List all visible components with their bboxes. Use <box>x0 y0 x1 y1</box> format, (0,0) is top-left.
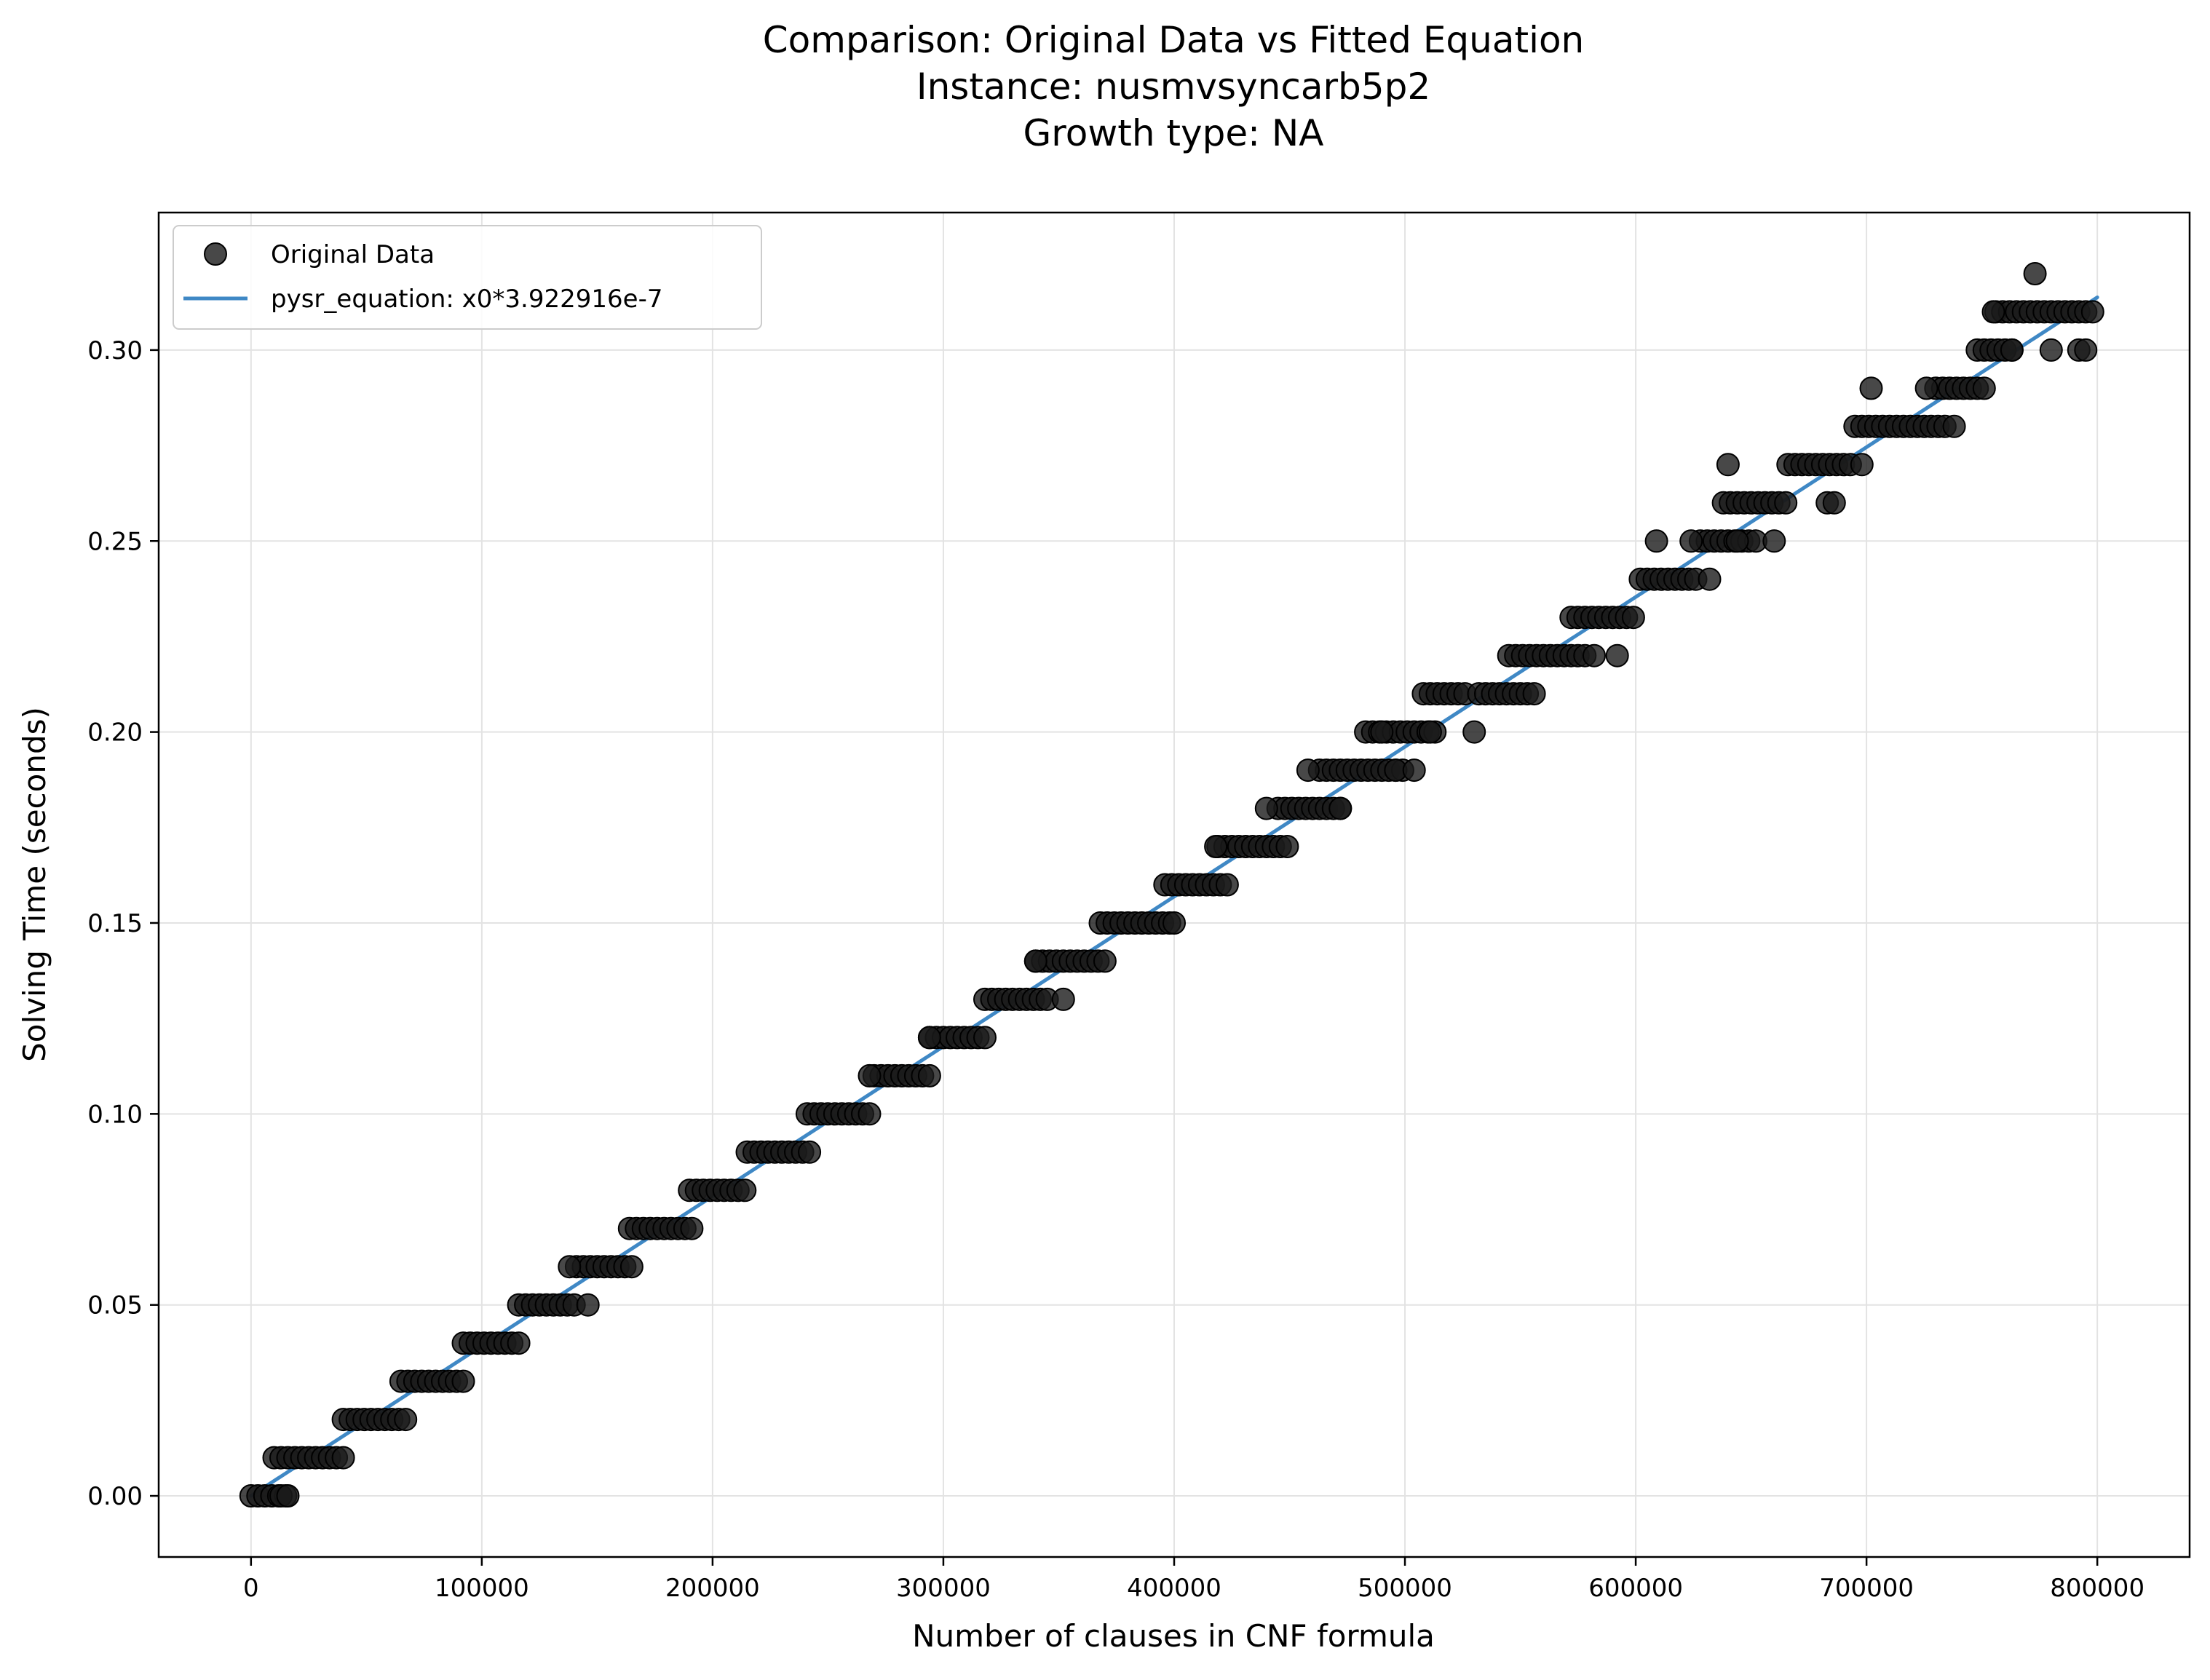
data-point <box>1972 376 1996 400</box>
data-point <box>1859 376 1883 400</box>
data-point <box>1698 567 1722 591</box>
data-point <box>451 1369 475 1393</box>
data-point <box>507 1331 531 1355</box>
data-point <box>1418 720 1442 744</box>
data-point <box>1774 491 1798 515</box>
data-point <box>1725 529 1749 553</box>
title-line-2: Instance: nusmvsyncarb5p2 <box>916 66 1430 108</box>
data-point <box>276 1484 300 1507</box>
data-point <box>331 1446 355 1470</box>
data-points-layer <box>239 262 2104 1507</box>
y-axis-label: Solving Time (seconds) <box>17 707 52 1062</box>
legend-label-original-data: Original Data <box>271 240 435 269</box>
x-tick-label: 700000 <box>1819 1574 1914 1603</box>
y-tick-label: 0.25 <box>87 527 143 556</box>
data-point <box>1254 796 1278 820</box>
y-axis-ticks: 0.00 0.05 0.10 0.15 0.20 0.25 0.30 <box>87 336 159 1511</box>
legend-box <box>173 225 762 330</box>
chart-title: Comparison: Original Data vs Fitted Equa… <box>763 19 1585 154</box>
data-point <box>2000 338 2024 362</box>
x-tick-label: 0 <box>243 1574 259 1603</box>
data-point <box>1762 529 1786 553</box>
data-point <box>1605 643 1629 667</box>
data-point <box>1716 453 1740 477</box>
legend-marker-original-data <box>204 242 227 266</box>
x-tick-label: 300000 <box>896 1574 991 1603</box>
data-point <box>558 1255 582 1279</box>
data-point <box>1981 300 2005 324</box>
data-point <box>1328 796 1352 820</box>
data-point <box>973 1026 997 1050</box>
data-point <box>1163 911 1186 935</box>
x-tick-label: 800000 <box>2050 1574 2144 1603</box>
data-point <box>798 1140 822 1164</box>
y-tick-label: 0.15 <box>87 909 143 938</box>
x-axis-ticks: 0 100000 200000 300000 400000 500000 600000 700… <box>243 1557 2144 1603</box>
x-tick-label: 100000 <box>435 1574 529 1603</box>
data-point <box>1621 606 1645 630</box>
data-point <box>858 1063 882 1087</box>
legend: Original Data pysr_equation: x0*3.922916… <box>173 225 762 330</box>
data-point <box>1023 949 1047 973</box>
data-point <box>1462 720 1486 744</box>
data-point <box>1522 682 1546 706</box>
y-tick-label: 0.10 <box>87 1100 143 1129</box>
data-point <box>1051 987 1075 1011</box>
x-tick-label: 200000 <box>665 1574 760 1603</box>
y-tick-label: 0.05 <box>87 1291 143 1320</box>
data-point <box>2080 300 2104 324</box>
data-point <box>1822 491 1846 515</box>
data-point <box>1644 529 1668 553</box>
title-line-1: Comparison: Original Data vs Fitted Equa… <box>763 19 1585 61</box>
y-tick-label: 0.30 <box>87 336 143 365</box>
data-point <box>1914 376 1938 400</box>
title-line-3: Growth type: NA <box>1023 112 1324 154</box>
data-point <box>1679 529 1703 553</box>
data-point <box>619 1255 643 1279</box>
data-point <box>1402 758 1426 782</box>
x-tick-label: 400000 <box>1127 1574 1221 1603</box>
x-axis-label: Number of clauses in CNF formula <box>912 1618 1435 1654</box>
data-point <box>2039 338 2063 362</box>
data-point <box>1296 758 1320 782</box>
data-point <box>680 1216 704 1240</box>
y-tick-label: 0.20 <box>87 718 143 748</box>
data-point <box>1275 835 1299 858</box>
data-point <box>1850 453 1874 477</box>
data-point <box>1370 720 1394 744</box>
data-point <box>858 1102 882 1126</box>
x-tick-label: 600000 <box>1588 1574 1683 1603</box>
data-point <box>1204 835 1228 858</box>
data-point <box>1583 643 1606 667</box>
data-point <box>394 1408 418 1432</box>
data-point <box>2074 338 2098 362</box>
data-point <box>917 1063 941 1087</box>
data-point <box>917 1026 941 1050</box>
data-point <box>1215 873 1239 897</box>
data-point <box>733 1178 757 1202</box>
data-point <box>576 1293 600 1317</box>
data-point <box>1942 414 1966 438</box>
data-point <box>1093 949 1117 973</box>
data-point <box>2023 262 2047 285</box>
x-tick-label: 500000 <box>1358 1574 1452 1603</box>
y-tick-label: 0.00 <box>87 1482 143 1511</box>
legend-label-fit-line: pysr_equation: x0*3.922916e-7 <box>271 285 662 314</box>
